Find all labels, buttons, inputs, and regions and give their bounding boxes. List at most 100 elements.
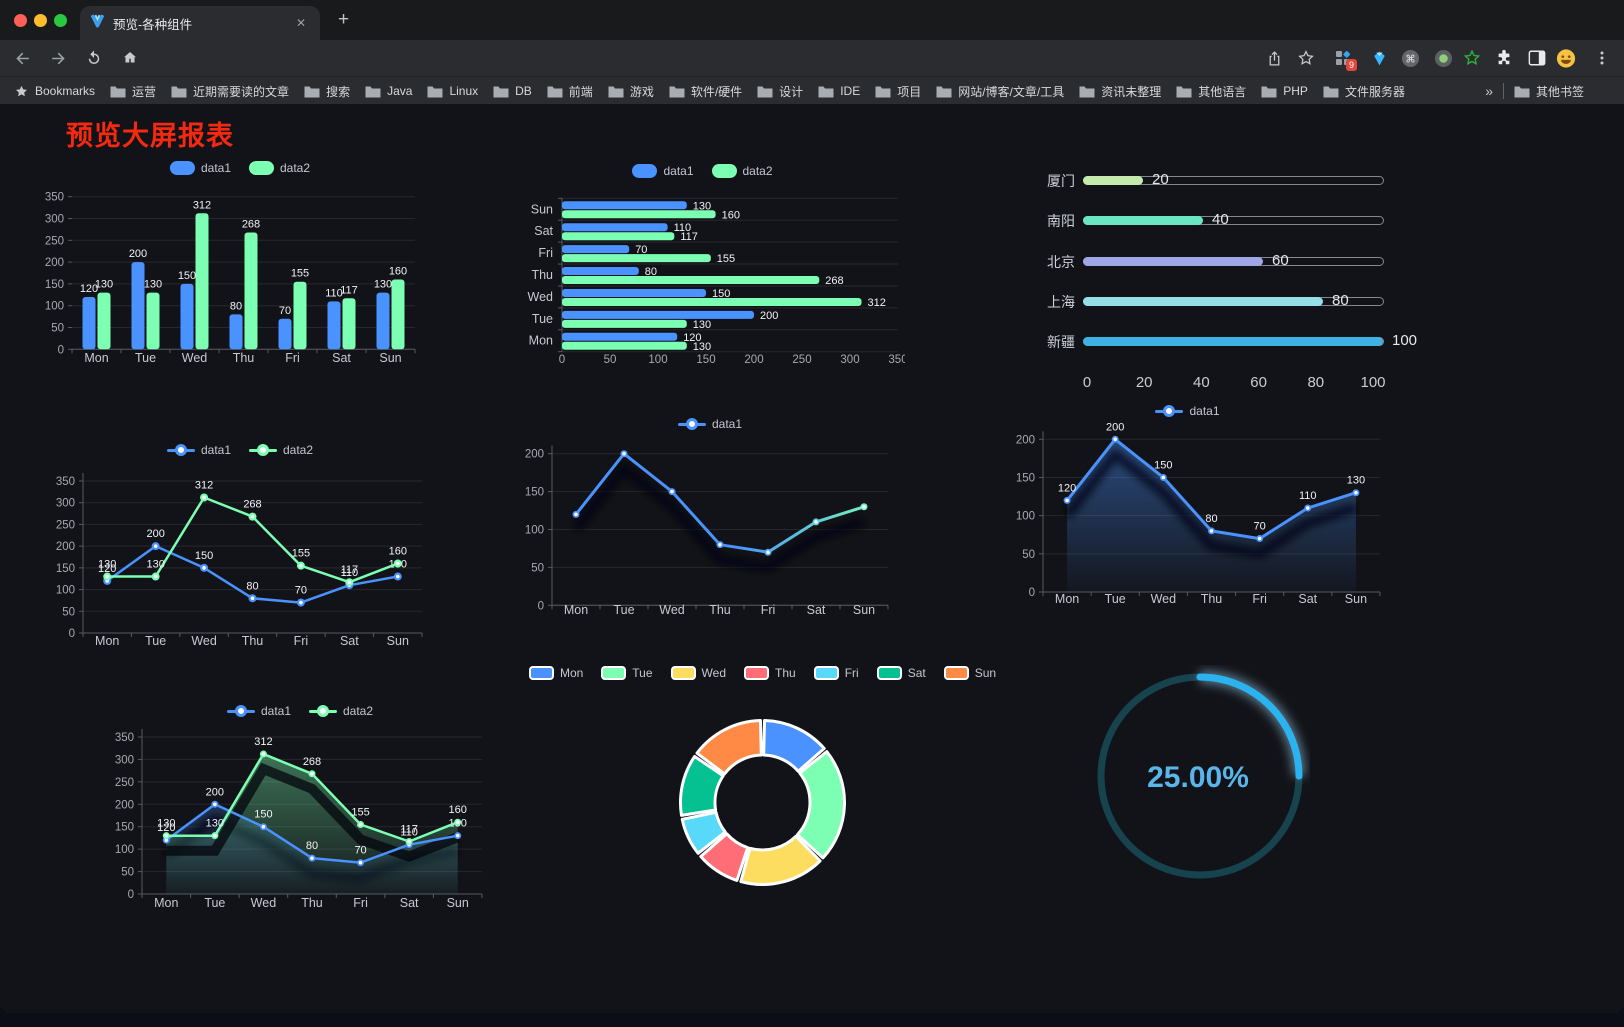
svg-text:Tue: Tue [532, 312, 553, 326]
axis-tick-label: 60 [1250, 374, 1267, 391]
bookmark-folder[interactable]: 项目 [875, 83, 921, 100]
folder-icon [669, 86, 685, 97]
bookmark-folder[interactable]: 搜索 [304, 83, 350, 100]
chart-legend: Mon Tue Wed Thu Fri Sat Sun [528, 666, 996, 680]
legend-item[interactable]: Sun [943, 666, 996, 680]
svg-text:200: 200 [56, 541, 75, 553]
browser-tab[interactable]: 预览-各种组件 ✕ [80, 6, 320, 40]
legend-item[interactable]: data1 [677, 417, 742, 431]
folder-icon [1079, 86, 1095, 97]
extensions-puzzle-icon[interactable] [1494, 48, 1514, 68]
legend-item[interactable]: data1 [226, 704, 291, 718]
horizontal-bar-chart[interactable]: data1 data2 Sun 130 160 Sat 110 117 Fri 70 155 Thu 8… [500, 150, 908, 378]
bookmarks-manager[interactable]: Bookmarks [14, 84, 95, 99]
legend-item[interactable]: data1 [169, 160, 231, 175]
minimize-window-button[interactable] [34, 14, 47, 27]
bookmark-folder[interactable]: 其他语言 [1176, 83, 1246, 100]
other-bookmarks[interactable]: 其他书签 [1514, 83, 1584, 100]
legend-item[interactable]: data2 [249, 160, 310, 175]
svg-text:312: 312 [868, 297, 886, 309]
gradient-line-chart[interactable]: data1 0 50 100 150 200 Mon Tue Wed Thu Fri Sat Sun [500, 400, 920, 626]
new-tab-button[interactable]: + [338, 9, 350, 30]
profile-avatar[interactable] [1556, 48, 1576, 68]
folder-icon [1261, 86, 1277, 97]
svg-text:0: 0 [69, 628, 75, 640]
svg-text:350: 350 [45, 192, 64, 204]
gauge-chart[interactable]: 25.00% [1090, 665, 1310, 900]
reload-icon[interactable] [84, 48, 104, 68]
svg-text:312: 312 [254, 736, 272, 748]
svg-text:250: 250 [115, 777, 134, 789]
svg-text:130: 130 [1347, 475, 1365, 487]
bookmark-folder[interactable]: 前端 [547, 83, 593, 100]
maximize-window-button[interactable] [54, 14, 67, 27]
forward-icon[interactable] [48, 48, 68, 68]
home-icon[interactable] [120, 48, 140, 68]
progress-bar-chart[interactable]: 厦门 20 南阳 40 北京 60 上海 80 新疆 100 0 20 40 60 80 100 [1000, 155, 1420, 395]
bookmark-folder[interactable]: IDE [818, 84, 860, 98]
legend-marker-icon [744, 666, 769, 680]
bookmark-folder[interactable]: PHP [1261, 84, 1308, 98]
bookmark-folder[interactable]: 设计 [757, 83, 803, 100]
bookmark-folder[interactable]: Linux [427, 84, 478, 98]
legend-item[interactable]: data1 [166, 443, 231, 457]
bookmark-folder[interactable]: DB [493, 84, 532, 98]
svg-text:100: 100 [1016, 511, 1035, 523]
share-icon[interactable] [1264, 48, 1284, 68]
star-extension-icon[interactable] [1462, 48, 1482, 68]
area-chart-two-series[interactable]: data1 data2 0 50 100 150 200 250 300 350 Mon Tue Wed… [100, 690, 500, 922]
svg-text:200: 200 [525, 449, 544, 461]
back-icon[interactable] [12, 48, 32, 68]
legend-item[interactable]: data1 [632, 164, 694, 178]
bookmark-star-icon[interactable] [1296, 48, 1316, 68]
area-chart-single[interactable]: data1 0 50 100 150 200 Mon Tue Wed Thu Fri Sat Sun 12… [985, 385, 1390, 615]
legend-item[interactable]: Wed [670, 666, 726, 680]
progress-fill [1083, 256, 1263, 266]
progress-row-label: 南阳 [1047, 213, 1075, 230]
legend-item[interactable]: Fri [813, 666, 859, 680]
legend-item[interactable]: Sat [876, 666, 926, 680]
tampermonkey-extension-icon[interactable]: 9 [1333, 48, 1357, 71]
folder-icon [493, 86, 509, 97]
svg-text:130: 130 [157, 818, 175, 830]
legend-item[interactable]: data2 [711, 164, 773, 178]
chart-legend: data1 [985, 404, 1390, 418]
legend-item[interactable]: Thu [744, 666, 796, 680]
bookmark-folder[interactable]: 文件服务器 [1323, 83, 1405, 100]
bookmark-folder[interactable]: 近期需要读的文章 [171, 83, 289, 100]
recorder-extension-icon[interactable] [1433, 48, 1453, 68]
svg-text:70: 70 [1254, 521, 1266, 533]
bookmark-folder[interactable]: 软件/硬件 [669, 83, 742, 100]
bookmark-folder[interactable]: 资讯未整理 [1079, 83, 1161, 100]
svg-text:150: 150 [1154, 459, 1172, 471]
donut-chart[interactable]: Mon Tue Wed Thu Fri Sat Sun [528, 660, 996, 910]
legend-item[interactable]: Mon [528, 666, 583, 680]
folder-icon [757, 86, 773, 97]
bookmark-folder[interactable]: 网站/博客/文章/工具 [936, 83, 1064, 100]
legend-item-label: Fri [844, 666, 859, 680]
legend-item[interactable]: data1 [1155, 404, 1220, 418]
svg-text:312: 312 [195, 480, 213, 492]
legend-item[interactable]: data2 [309, 704, 373, 718]
svg-text:100: 100 [45, 301, 64, 313]
tab-close-icon[interactable]: ✕ [295, 16, 306, 30]
menu-kebab-icon[interactable] [1592, 48, 1612, 68]
bookmark-folder[interactable]: 游戏 [608, 83, 654, 100]
command-extension-icon[interactable]: ⌘ [1400, 48, 1420, 68]
legend-item[interactable]: data2 [249, 443, 313, 457]
side-panel-icon[interactable] [1527, 48, 1547, 68]
axis-tick-label: 0 [1082, 374, 1092, 391]
grouped-bar-chart[interactable]: data1 data2 0 50 100 150 200 250 300 350 Mon Tue Wed… [40, 150, 440, 378]
line-chart-two-series[interactable]: data1 data2 0 50 100 150 200 250 300 350 Mon Tue Wed… [40, 430, 440, 660]
svg-text:130: 130 [693, 341, 711, 353]
gem-extension-icon[interactable] [1369, 48, 1389, 68]
close-window-button[interactable] [14, 14, 27, 27]
svg-text:150: 150 [696, 354, 715, 366]
bookmarks-overflow-chevron[interactable]: » [1485, 83, 1493, 99]
svg-text:Tue: Tue [145, 634, 166, 648]
bookmark-folder-label: 项目 [897, 84, 922, 99]
bookmark-folder[interactable]: 运营 [110, 83, 156, 100]
bookmark-folder[interactable]: Java [365, 84, 412, 98]
legend-marker-icon [249, 160, 274, 175]
legend-item[interactable]: Tue [601, 666, 653, 680]
